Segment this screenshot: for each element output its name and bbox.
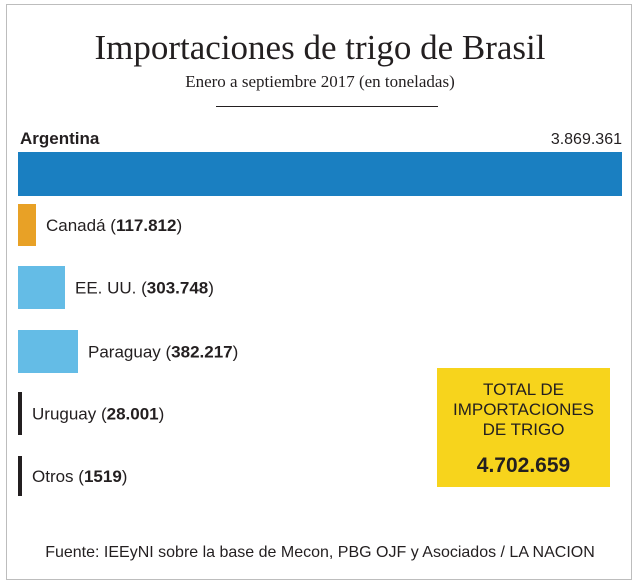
category-name-canada: Canadá (	[46, 216, 116, 235]
value-label-uruguay: 28.001	[107, 405, 159, 424]
total-box: TOTAL DE IMPORTACIONES DE TRIGO 4.702.65…	[437, 368, 610, 487]
bar-uruguay	[18, 392, 22, 435]
category-label-otros: Otros (1519)	[32, 467, 127, 486]
value-label-canada: 117.812	[116, 216, 177, 235]
source-note: Fuente: IEEyNI sobre la base de Mecon, P…	[45, 544, 595, 561]
paren-close: )	[176, 216, 182, 235]
bar-ee-uu	[18, 266, 65, 309]
category-label-argentina: Argentina	[20, 129, 100, 148]
value-label-argentina: 3.869.361	[551, 131, 622, 148]
category-label-ee-uu: EE. UU. (303.748)	[75, 279, 214, 298]
category-label-paraguay: Paraguay (382.217)	[88, 343, 238, 362]
paren-close: )	[159, 405, 165, 424]
total-label: TOTAL DE IMPORTACIONES DE TRIGO	[452, 380, 595, 439]
chart-title: Importaciones de trigo de Brasil	[94, 28, 546, 67]
bar-otros	[18, 456, 22, 496]
paren-close: )	[208, 279, 214, 298]
bar-paraguay	[18, 330, 78, 373]
value-label-paraguay: 382.217	[171, 343, 232, 362]
category-name-paraguay: Paraguay (	[88, 343, 171, 362]
category-label-uruguay: Uruguay (28.001)	[32, 405, 164, 424]
bar-argentina	[18, 152, 622, 196]
category-label-canada: Canadá (117.812)	[46, 216, 182, 235]
bar-canada	[18, 204, 36, 246]
total-value: 4.702.659	[476, 454, 571, 477]
chart-frame	[6, 4, 632, 580]
value-label-ee-uu: 303.748	[147, 279, 208, 298]
value-label-otros: 1519	[84, 467, 122, 486]
category-name-ee-uu: EE. UU. (	[75, 279, 147, 298]
category-name-otros: Otros (	[32, 467, 84, 486]
title-divider	[216, 106, 438, 107]
category-name-uruguay: Uruguay (	[32, 405, 107, 424]
paren-close: )	[233, 343, 239, 362]
chart-subtitle: Enero a septiembre 2017 (en toneladas)	[185, 72, 455, 91]
paren-close: )	[122, 467, 128, 486]
